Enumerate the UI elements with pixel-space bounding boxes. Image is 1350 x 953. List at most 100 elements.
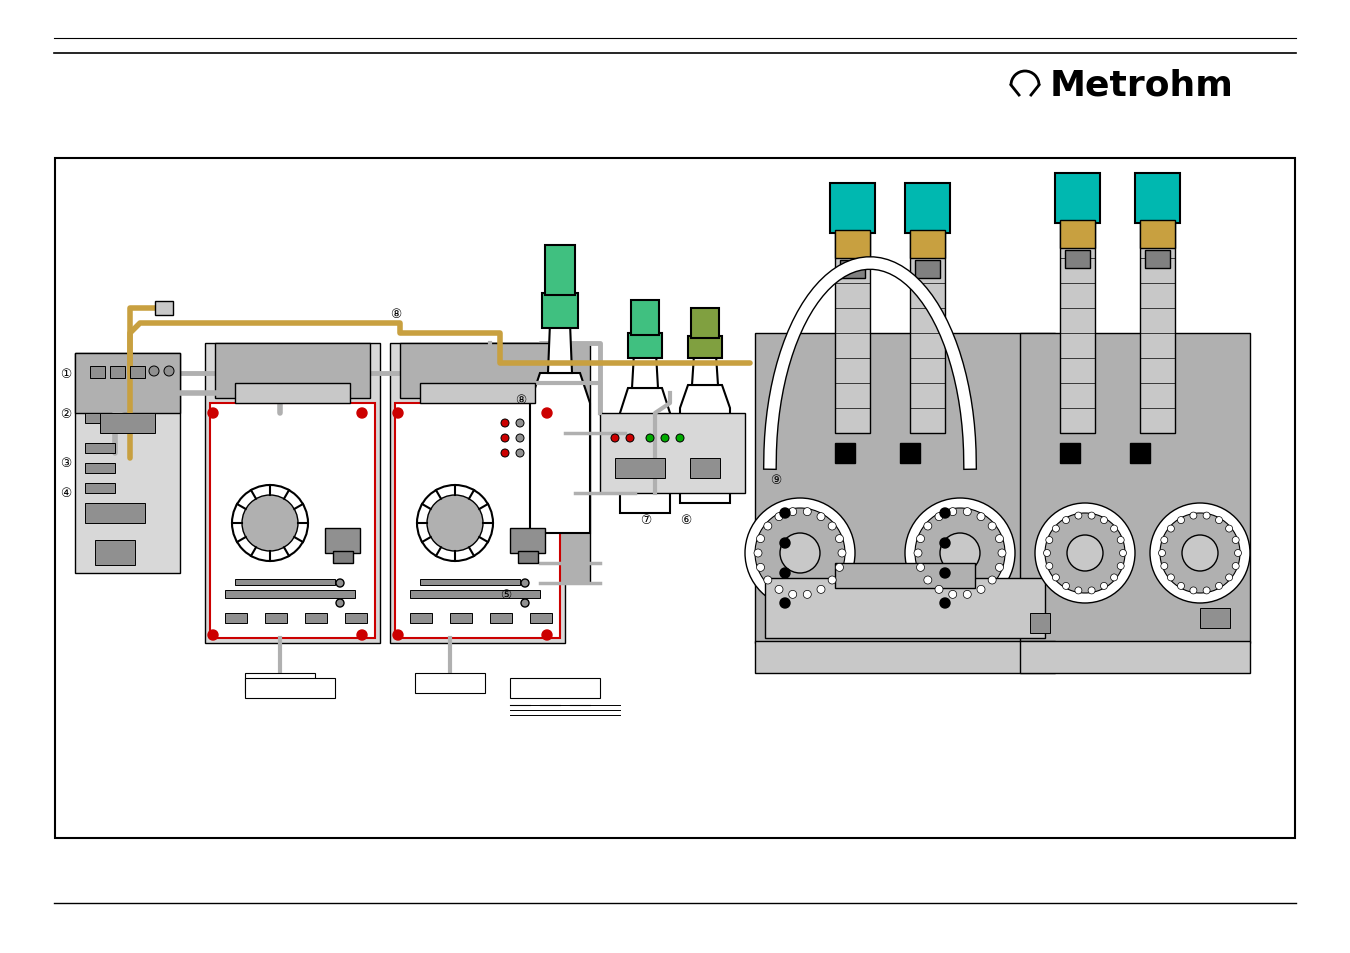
Circle shape — [417, 485, 493, 561]
Circle shape — [940, 509, 950, 518]
Bar — [1021, 334, 1250, 643]
Circle shape — [828, 577, 836, 584]
Circle shape — [964, 508, 971, 517]
Circle shape — [1088, 587, 1095, 595]
Circle shape — [1226, 575, 1233, 581]
Text: ⑤: ⑤ — [500, 588, 512, 601]
Circle shape — [836, 564, 844, 572]
Circle shape — [988, 522, 996, 531]
Bar — [630, 301, 659, 335]
Circle shape — [915, 509, 1004, 598]
Bar — [490, 344, 590, 583]
Circle shape — [1062, 517, 1069, 524]
Circle shape — [662, 435, 670, 442]
Circle shape — [676, 435, 684, 442]
Bar — [836, 231, 869, 258]
Circle shape — [780, 568, 790, 578]
Bar — [531, 614, 552, 623]
Circle shape — [1215, 517, 1223, 524]
Circle shape — [626, 435, 634, 442]
Bar — [1060, 221, 1095, 249]
Circle shape — [995, 564, 1003, 572]
Bar — [420, 384, 535, 403]
Bar — [691, 309, 720, 338]
Circle shape — [756, 564, 764, 572]
Circle shape — [356, 630, 367, 640]
Bar — [915, 261, 940, 278]
Circle shape — [1160, 514, 1241, 594]
Circle shape — [764, 522, 772, 531]
Bar — [490, 614, 512, 623]
Bar — [85, 463, 115, 474]
Bar — [400, 344, 555, 398]
Bar — [333, 552, 352, 563]
Circle shape — [917, 535, 925, 543]
Bar — [95, 540, 135, 565]
Circle shape — [1088, 513, 1095, 519]
Circle shape — [1177, 583, 1184, 590]
Circle shape — [780, 509, 790, 518]
Circle shape — [936, 586, 944, 594]
Circle shape — [516, 419, 524, 428]
Circle shape — [1075, 587, 1081, 595]
Bar — [1060, 443, 1080, 463]
Circle shape — [838, 550, 846, 558]
Bar — [836, 184, 869, 434]
Circle shape — [516, 450, 524, 457]
Circle shape — [612, 435, 620, 442]
Circle shape — [964, 591, 971, 598]
Circle shape — [1226, 525, 1233, 533]
Circle shape — [647, 435, 653, 442]
Circle shape — [1053, 525, 1060, 533]
Circle shape — [501, 450, 509, 457]
Circle shape — [541, 409, 552, 418]
Circle shape — [936, 513, 944, 521]
Bar — [1054, 173, 1100, 224]
Bar — [215, 344, 370, 398]
Circle shape — [988, 577, 996, 584]
Circle shape — [1045, 514, 1125, 594]
Bar — [450, 614, 472, 623]
Bar — [85, 443, 115, 454]
Bar — [688, 336, 722, 358]
Circle shape — [516, 435, 524, 442]
Circle shape — [1111, 525, 1118, 533]
Bar — [1021, 641, 1250, 673]
Circle shape — [1062, 583, 1069, 590]
Bar — [910, 184, 945, 434]
Circle shape — [208, 630, 217, 640]
Bar — [244, 679, 335, 699]
Bar — [510, 529, 545, 554]
Circle shape — [1161, 563, 1168, 570]
Text: ⑧: ⑧ — [390, 307, 401, 320]
Circle shape — [1161, 537, 1168, 544]
Circle shape — [393, 409, 404, 418]
Circle shape — [1203, 587, 1210, 595]
Circle shape — [1233, 563, 1239, 570]
Bar — [244, 673, 315, 693]
Circle shape — [940, 538, 950, 548]
Circle shape — [1118, 537, 1125, 544]
Bar — [325, 529, 360, 554]
Circle shape — [1046, 537, 1053, 544]
Circle shape — [788, 591, 796, 598]
Bar — [904, 184, 950, 233]
Circle shape — [817, 513, 825, 521]
Circle shape — [775, 586, 783, 594]
Circle shape — [780, 598, 790, 608]
Bar — [155, 302, 173, 315]
Circle shape — [745, 498, 855, 608]
Bar — [265, 614, 288, 623]
Bar — [85, 414, 115, 423]
Circle shape — [1075, 513, 1081, 519]
Bar — [1060, 173, 1095, 434]
Circle shape — [427, 496, 483, 552]
Circle shape — [242, 496, 298, 552]
Circle shape — [917, 564, 925, 572]
Bar — [85, 483, 115, 494]
Circle shape — [1118, 563, 1125, 570]
Circle shape — [755, 550, 761, 558]
Bar — [836, 563, 975, 588]
Bar — [541, 294, 578, 329]
Bar — [85, 503, 144, 523]
